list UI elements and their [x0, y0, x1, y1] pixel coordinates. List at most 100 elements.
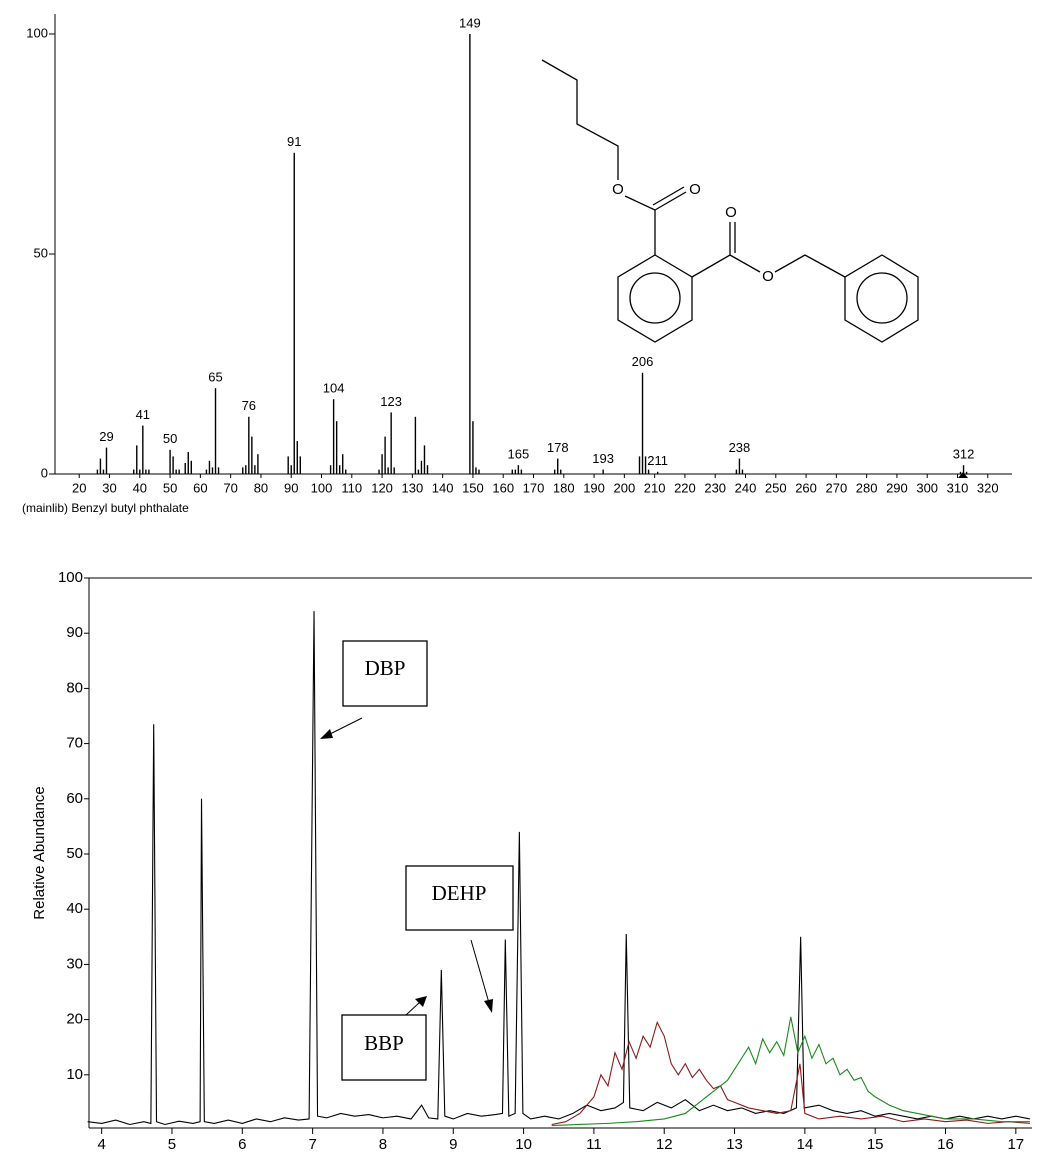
peak — [647, 469, 650, 474]
x-tick-label: 150 — [462, 480, 484, 495]
peak — [245, 465, 247, 474]
atom-label: O — [725, 204, 737, 221]
peak — [217, 467, 220, 474]
peak-label: 211 — [647, 453, 668, 468]
peak — [105, 447, 108, 474]
x-tick-label: 220 — [674, 480, 696, 495]
peak — [638, 456, 641, 474]
ring-circle — [629, 272, 681, 324]
peak — [211, 467, 214, 474]
peak — [332, 399, 335, 474]
peak — [172, 456, 174, 474]
x-tick-label: 110 — [341, 480, 362, 495]
bond — [652, 186, 685, 206]
peak — [299, 456, 302, 474]
x-tick-label: 13 — [726, 1136, 743, 1153]
peak-label: 76 — [242, 398, 256, 413]
y-tick-label: 90 — [66, 624, 83, 641]
annotation: DBP — [365, 656, 406, 680]
peak — [414, 416, 417, 474]
peak — [338, 465, 341, 474]
bond — [624, 195, 656, 211]
x-tick-label: 290 — [886, 480, 908, 495]
x-tick-label: 14 — [797, 1136, 814, 1153]
peak — [205, 469, 208, 474]
peak — [293, 152, 295, 475]
peak — [560, 469, 562, 474]
peak — [965, 471, 968, 474]
peak — [962, 465, 965, 474]
peak — [378, 469, 380, 474]
x-tick-label: 10 — [515, 1136, 532, 1153]
x-tick-label: 230 — [704, 480, 726, 495]
peak — [329, 465, 332, 474]
peak — [145, 469, 147, 474]
peak — [557, 458, 559, 474]
x-tick-label: 310 — [947, 480, 969, 495]
peak-label: 238 — [729, 440, 751, 455]
peak — [387, 467, 389, 474]
butyl-chain — [541, 59, 619, 180]
peak — [553, 469, 556, 474]
atom-label: O — [762, 268, 774, 285]
molecule-structure: O O O O — [541, 59, 919, 343]
peak — [641, 372, 644, 474]
peak — [384, 436, 386, 474]
x-tick-label: 320 — [977, 480, 999, 495]
peak — [602, 469, 604, 474]
peak — [139, 469, 141, 474]
x-tick-label: 50 — [163, 480, 177, 495]
peak — [190, 460, 192, 474]
peak-label: 104 — [323, 381, 345, 396]
trace — [551, 1016, 1030, 1127]
y-tick-label: 10 — [66, 1066, 83, 1083]
annotation-box — [341, 1014, 427, 1081]
peak — [517, 465, 520, 474]
trace — [87, 611, 1030, 1126]
atom-label: O — [689, 181, 701, 198]
annotation-box — [405, 865, 514, 931]
peak — [342, 454, 344, 474]
peak — [96, 469, 99, 474]
y-tick-label: 100 — [26, 25, 48, 40]
peak-label: 65 — [208, 370, 222, 385]
x-tick-label: 16 — [937, 1136, 954, 1153]
x-tick-label: 300 — [916, 480, 938, 495]
x-tick-label: 20 — [72, 480, 86, 495]
peak — [423, 445, 426, 474]
x-tick-label: 160 — [492, 480, 514, 495]
peak — [242, 467, 244, 474]
peak-label: 193 — [592, 451, 614, 466]
peak-label: 165 — [508, 447, 530, 462]
annotation: DEHP — [432, 881, 487, 905]
peak-label: 41 — [136, 407, 150, 422]
x-tick-label: 180 — [553, 480, 575, 495]
peak — [178, 469, 180, 474]
peak — [511, 469, 514, 474]
molecular-ion-marker — [958, 472, 968, 478]
y-tick-label: 30 — [66, 955, 83, 972]
annotations: DBP DEHP BBP — [320, 640, 514, 1081]
y-tick-label: 60 — [66, 790, 83, 807]
x-tick-label: 5 — [168, 1136, 176, 1153]
peak-label: 50 — [163, 431, 177, 446]
peak — [475, 467, 477, 474]
peak — [208, 460, 211, 474]
x-tick-label: 170 — [523, 480, 545, 495]
peak-label: 149 — [459, 15, 481, 30]
peak-label: 312 — [953, 447, 975, 462]
peak — [175, 469, 177, 474]
peak — [148, 469, 150, 474]
peak — [390, 412, 392, 474]
peak — [426, 465, 429, 474]
x-tick-label: 17 — [1007, 1136, 1024, 1153]
peak — [738, 458, 741, 474]
peak — [520, 469, 523, 474]
peak — [214, 388, 217, 474]
y-tick-label: 50 — [66, 845, 83, 862]
benzene-ring — [844, 254, 919, 343]
x-tick-label: 100 — [311, 480, 333, 495]
peak — [136, 445, 138, 474]
arrow-head — [415, 996, 427, 1007]
